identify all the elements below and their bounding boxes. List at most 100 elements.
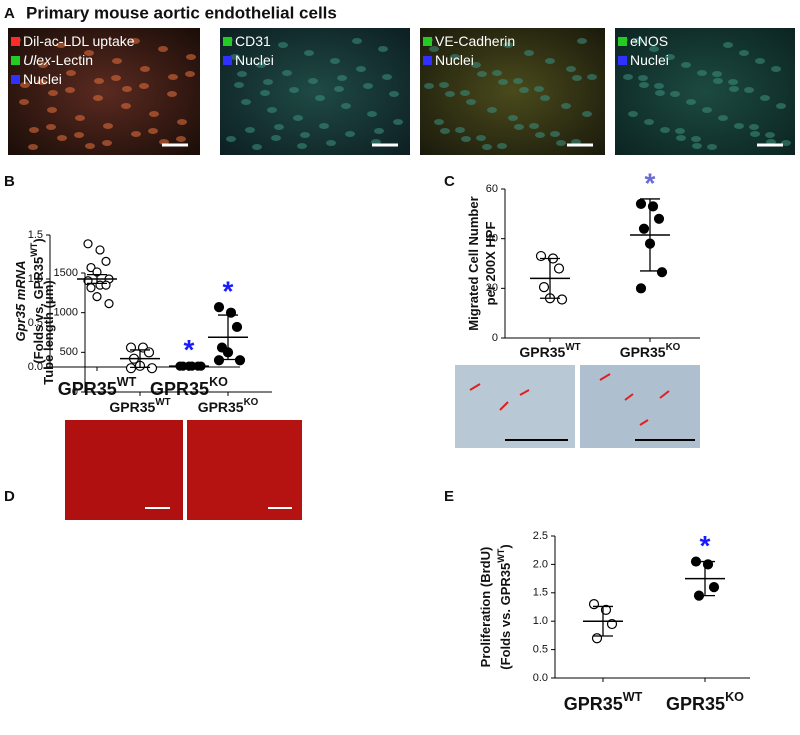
data-point bbox=[231, 321, 243, 333]
cell bbox=[660, 127, 670, 133]
text-segment: eNOS bbox=[630, 33, 668, 49]
cell bbox=[326, 140, 336, 146]
y-tick-label: 2.5 bbox=[533, 530, 548, 542]
data-point bbox=[635, 198, 647, 209]
cell bbox=[540, 95, 550, 101]
cell bbox=[177, 119, 187, 125]
data-point bbox=[635, 283, 647, 294]
cell bbox=[702, 107, 712, 113]
cell bbox=[94, 78, 104, 84]
significance-mark: * bbox=[223, 276, 234, 307]
cell bbox=[692, 143, 702, 149]
text-segment: ) bbox=[498, 544, 513, 548]
cell bbox=[556, 140, 566, 146]
cell bbox=[28, 144, 38, 150]
text-segment: WT bbox=[155, 397, 170, 408]
error-bar bbox=[179, 365, 199, 368]
cell bbox=[278, 42, 288, 48]
data-point bbox=[647, 201, 659, 212]
cell bbox=[561, 103, 571, 109]
y-tick-label: 1500 bbox=[54, 267, 78, 279]
cell bbox=[271, 135, 281, 141]
error-bar bbox=[695, 560, 715, 597]
cell bbox=[65, 87, 75, 93]
cell bbox=[111, 75, 121, 81]
y-axis-label: Migrated Cell Number bbox=[466, 196, 481, 330]
cell bbox=[477, 71, 487, 77]
text-segment: Dil-ac-LDL uptake bbox=[23, 33, 135, 49]
text-segment: WT bbox=[117, 375, 137, 389]
cell bbox=[56, 42, 66, 48]
cell bbox=[297, 143, 307, 149]
text-segment: (Folds vs. GPR35 bbox=[498, 563, 513, 670]
cell bbox=[226, 136, 236, 142]
cell bbox=[498, 79, 508, 85]
cell bbox=[750, 131, 760, 137]
cell bbox=[670, 91, 680, 97]
cell bbox=[676, 135, 686, 141]
data-point bbox=[653, 213, 665, 224]
data-point bbox=[213, 302, 225, 313]
y-tick-label: 1000 bbox=[54, 307, 78, 319]
legend-label: Nuclei bbox=[235, 52, 274, 68]
cell bbox=[508, 115, 518, 121]
cell bbox=[681, 62, 691, 68]
text-segment: per 200X HPF bbox=[483, 222, 498, 306]
legend-swatch bbox=[223, 56, 232, 65]
cell bbox=[140, 66, 150, 72]
text-segment: KO bbox=[209, 375, 228, 389]
cell bbox=[535, 132, 545, 138]
cell bbox=[245, 127, 255, 133]
cell bbox=[492, 70, 502, 76]
cell bbox=[524, 50, 534, 56]
cell bbox=[112, 58, 122, 64]
cell bbox=[633, 38, 643, 44]
cell bbox=[304, 50, 314, 56]
panel-label: A bbox=[4, 5, 15, 22]
cell bbox=[374, 128, 384, 134]
data-point bbox=[92, 292, 102, 302]
cell bbox=[293, 115, 303, 121]
data-point bbox=[600, 604, 612, 615]
cell bbox=[139, 83, 149, 89]
cell bbox=[503, 42, 513, 48]
cell bbox=[121, 103, 131, 109]
cell bbox=[37, 79, 47, 85]
y-tick-label: 20 bbox=[486, 282, 498, 294]
cell bbox=[514, 124, 524, 130]
cell bbox=[19, 99, 29, 105]
cell bbox=[739, 50, 749, 56]
cell bbox=[389, 91, 399, 97]
cell bbox=[712, 71, 722, 77]
y-tick-label: 1.5 bbox=[533, 587, 548, 599]
y-tick-label: 0 bbox=[72, 386, 78, 398]
cell bbox=[75, 115, 85, 121]
legend-swatch bbox=[618, 56, 627, 65]
cell bbox=[691, 136, 701, 142]
cell bbox=[47, 107, 57, 113]
panel-label: E bbox=[444, 488, 454, 505]
text-segment: CD31 bbox=[235, 33, 271, 49]
x-tick-label: GPR35KO bbox=[150, 375, 228, 398]
cell bbox=[315, 95, 325, 101]
x-tick-label: GPR35KO bbox=[198, 397, 259, 415]
data-point bbox=[656, 267, 668, 278]
cell bbox=[289, 87, 299, 93]
cell bbox=[566, 66, 576, 72]
cell bbox=[649, 46, 659, 52]
micrograph bbox=[615, 28, 795, 155]
x-tick-label: GPR35WT bbox=[519, 342, 580, 360]
data-point bbox=[125, 363, 137, 374]
x-tick-label: GPR35KO bbox=[620, 342, 681, 360]
text-segment: GPR35 bbox=[109, 399, 155, 415]
text-segment: KO bbox=[725, 690, 744, 704]
legend-swatch bbox=[11, 56, 20, 65]
data-point bbox=[104, 299, 114, 309]
cell bbox=[260, 90, 270, 96]
cell bbox=[429, 46, 439, 52]
cell bbox=[461, 136, 471, 142]
cell bbox=[330, 58, 340, 64]
cell bbox=[341, 103, 351, 109]
cell bbox=[760, 95, 770, 101]
